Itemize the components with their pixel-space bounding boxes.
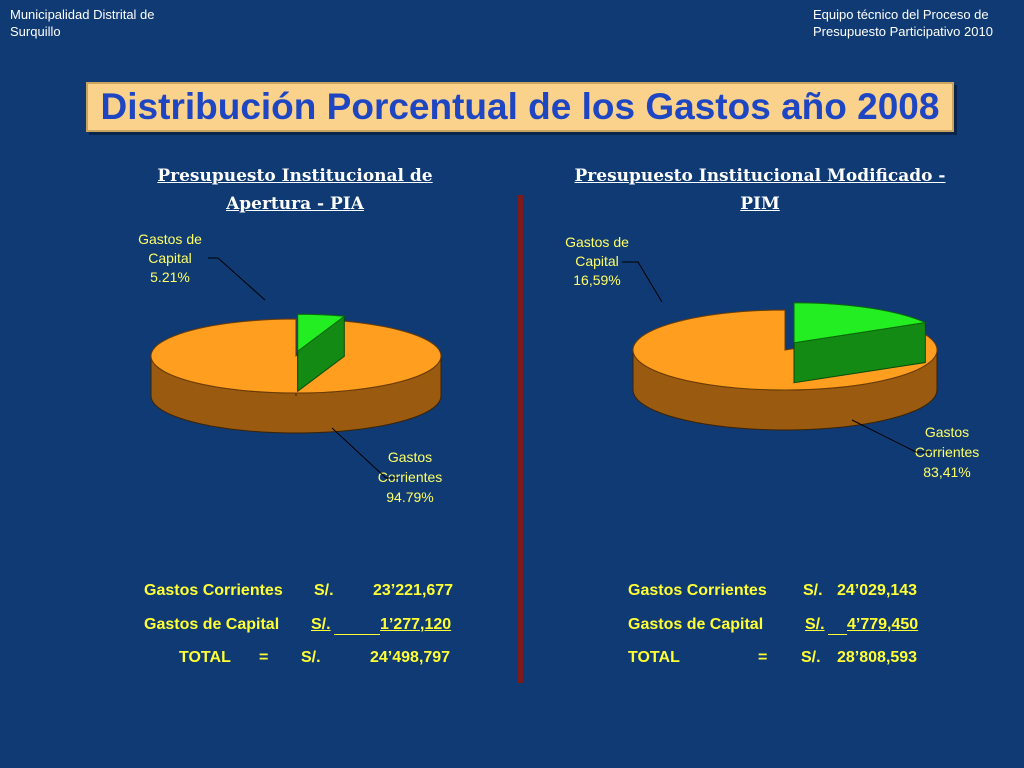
header-right-line2: Presupuesto Participativo 2010 <box>813 24 993 39</box>
summary-left-amount: 24’498,797 <box>370 649 451 666</box>
pie-slice-capital <box>793 302 928 344</box>
slice-label-capital: Gastos de Capital 16,59% <box>565 234 629 288</box>
slice-name-capital: Gastos de <box>138 231 202 247</box>
header-right: Equipo técnico del Proceso de Presupuest… <box>813 6 1013 40</box>
slice-label-corrientes: Gastos Corrientes 94.79% <box>378 449 443 505</box>
summary-left-amount: 23’221,677 <box>373 582 454 599</box>
slice-value-corrientes: 83,41% <box>923 464 970 480</box>
slice-name-capital: Capital <box>148 250 192 266</box>
pie-chart-pia: Gastos de Capital 5.21% Gastos Corrientes 94.… <box>138 231 443 505</box>
summary-right-amount: 28’808,593 <box>837 649 918 666</box>
leader-line-corrientes <box>851 419 932 453</box>
slice-value-capital: 5.21% <box>150 269 190 285</box>
slice-value-corrientes: 94.79% <box>386 489 433 505</box>
vertical-divider <box>518 195 523 683</box>
leader-line-corrientes <box>331 427 398 479</box>
slice-value-capital: 16,59% <box>573 272 620 288</box>
summary-right: Gastos Corrientes S/. 24’029,143 Gastos … <box>628 582 968 682</box>
leader-line-capital <box>208 257 266 301</box>
header-left-line1: Municipalidad Distrital de <box>10 7 155 22</box>
summary-right-label: Gastos Corrientes <box>628 582 767 599</box>
slide-title-box: Distribución Porcentual de los Gastos añ… <box>86 82 954 132</box>
summary-right-currency: S/. <box>803 582 823 599</box>
slide-title: Distribución Porcentual de los Gastos añ… <box>100 86 940 127</box>
slice-name-corrientes: Corrientes <box>378 469 443 485</box>
chart-title-pim-line1: Presupuesto Institucional Modificado - <box>574 166 946 186</box>
summary-right-label: Gastos de Capital <box>628 616 764 633</box>
summary-left-currency: S/. <box>311 616 331 633</box>
summary-right-label: TOTAL <box>628 649 680 666</box>
pie-slice-corrientes <box>150 318 442 394</box>
slice-name-corrientes: Gastos <box>925 424 969 440</box>
summary-right-amount: 24’029,143 <box>837 582 918 599</box>
chart-title-pia-line2: Apertura - PIA <box>226 194 364 214</box>
chart-title-pim-line2: PIM <box>740 194 780 214</box>
summary-left-currency: S/. <box>314 582 334 599</box>
slice-label-corrientes: Gastos Corrientes 83,41% <box>915 424 980 480</box>
summary-left: Gastos Corrientes S/. 23’221,677 Gastos … <box>144 582 484 682</box>
leader-line-capital <box>622 261 663 303</box>
pie-chart-pim: Gastos de Capital 16,59% Gastos Corrientes 83… <box>565 234 980 480</box>
slice-name-corrientes: Gastos <box>388 449 432 465</box>
summary-left-label: Gastos de Capital <box>144 616 280 633</box>
slice-name-capital: Capital <box>575 253 619 269</box>
summary-right-currency: S/. <box>805 616 825 633</box>
summary-left-amount: 1’277,120 <box>380 616 452 633</box>
summary-left-equals: = <box>259 649 269 666</box>
summary-right-currency: S/. <box>801 649 821 666</box>
slice-name-capital: Gastos de <box>565 234 629 250</box>
summary-left-currency: S/. <box>301 649 321 666</box>
header-left: Municipalidad Distrital de Surquillo <box>10 6 230 40</box>
summary-left-label: TOTAL <box>179 649 231 666</box>
chart-title-pia-line1: Presupuesto Institucional de <box>157 166 433 186</box>
chart-title-pia: Presupuesto Institucional de Apertura - … <box>120 162 470 218</box>
pie-slice-capital <box>297 313 346 353</box>
summary-left-underline-fill <box>334 616 380 635</box>
chart-title-pim: Presupuesto Institucional Modificado - P… <box>540 162 980 218</box>
summary-right-equals: = <box>758 649 768 666</box>
summary-left-label: Gastos Corrientes <box>144 582 283 599</box>
slice-label-capital: Gastos de Capital 5.21% <box>138 231 202 285</box>
summary-right-amount: 4’779,450 <box>847 616 919 633</box>
header-left-line2: Surquillo <box>10 24 61 39</box>
summary-right-underline-fill <box>828 616 847 635</box>
header-right-line1: Equipo técnico del Proceso de <box>813 7 989 22</box>
slice-name-corrientes: Corrientes <box>915 444 980 460</box>
